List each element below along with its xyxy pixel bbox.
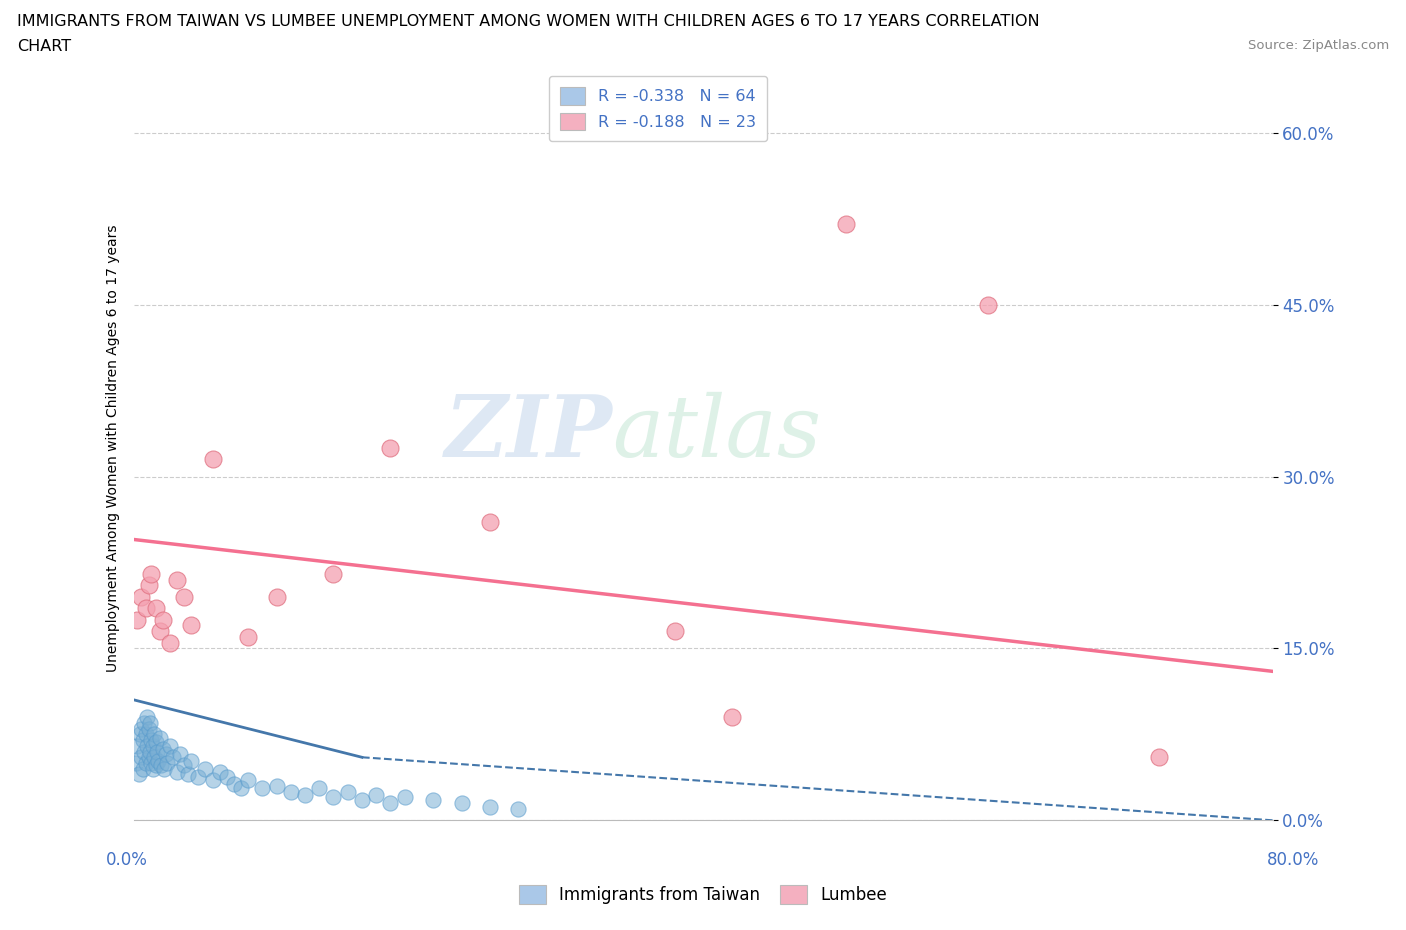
Text: Source: ZipAtlas.com: Source: ZipAtlas.com <box>1249 39 1389 52</box>
Point <box>236 630 259 644</box>
Point <box>1147 750 1170 764</box>
Point <box>149 730 172 745</box>
Point <box>721 710 744 724</box>
Point <box>129 727 152 742</box>
Point <box>977 298 1000 312</box>
Point <box>150 758 173 773</box>
Point <box>266 778 288 793</box>
Point <box>350 792 373 807</box>
Point <box>134 744 156 759</box>
Point <box>177 767 200 782</box>
Point <box>166 572 188 587</box>
Point <box>132 762 155 777</box>
Point <box>132 733 155 748</box>
Point <box>136 738 159 753</box>
Point <box>138 721 160 736</box>
Point <box>180 753 202 768</box>
Point <box>146 744 169 759</box>
Point <box>159 635 181 650</box>
Point <box>308 781 330 796</box>
Legend: Immigrants from Taiwan, Lumbee: Immigrants from Taiwan, Lumbee <box>510 877 896 912</box>
Point <box>135 601 157 616</box>
Point <box>142 762 165 777</box>
Point <box>422 792 444 807</box>
Text: 0.0%: 0.0% <box>105 851 148 869</box>
Point <box>145 758 167 773</box>
Point <box>664 624 686 639</box>
Point <box>159 738 181 753</box>
Point <box>141 566 163 581</box>
Point <box>136 710 159 724</box>
Point <box>135 755 157 770</box>
Point <box>131 750 153 764</box>
Point <box>166 764 188 779</box>
Text: CHART: CHART <box>17 39 70 54</box>
Y-axis label: Unemployment Among Women with Children Ages 6 to 17 years: Unemployment Among Women with Children A… <box>107 224 121 671</box>
Point <box>156 755 179 770</box>
Point <box>229 781 252 796</box>
Point <box>478 515 501 530</box>
Point <box>380 441 402 456</box>
Point <box>380 796 402 811</box>
Point <box>173 590 195 604</box>
Point <box>169 747 191 762</box>
Point <box>201 452 224 467</box>
Point <box>145 735 167 750</box>
Point <box>138 750 160 764</box>
Point <box>131 721 153 736</box>
Point <box>143 750 166 764</box>
Point <box>141 755 163 770</box>
Point <box>152 742 174 757</box>
Point <box>280 784 302 799</box>
Point <box>294 788 316 803</box>
Point <box>336 784 359 799</box>
Point <box>173 758 195 773</box>
Point <box>252 781 274 796</box>
Point <box>266 590 288 604</box>
Point <box>131 590 153 604</box>
Point <box>138 578 160 592</box>
Point <box>322 790 344 804</box>
Text: atlas: atlas <box>613 392 821 474</box>
Point <box>394 790 416 804</box>
Point <box>149 624 172 639</box>
Point <box>127 612 149 627</box>
Point <box>125 755 148 770</box>
Point <box>215 769 238 784</box>
Point <box>208 764 231 779</box>
Legend: R = -0.338   N = 64, R = -0.188   N = 23: R = -0.338 N = 64, R = -0.188 N = 23 <box>548 76 768 141</box>
Point <box>222 777 245 791</box>
Point <box>145 601 167 616</box>
Point <box>180 618 202 633</box>
Point <box>478 799 501 814</box>
Point <box>187 769 209 784</box>
Point <box>142 738 165 753</box>
Point <box>139 744 162 759</box>
Point <box>155 747 177 762</box>
Point <box>322 566 344 581</box>
Text: IMMIGRANTS FROM TAIWAN VS LUMBEE UNEMPLOYMENT AMONG WOMEN WITH CHILDREN AGES 6 T: IMMIGRANTS FROM TAIWAN VS LUMBEE UNEMPLO… <box>17 14 1039 29</box>
Point <box>236 773 259 788</box>
Text: ZIP: ZIP <box>444 392 613 474</box>
Point <box>162 750 184 764</box>
Point <box>135 727 157 742</box>
Point <box>834 217 856 232</box>
Point <box>143 727 166 742</box>
Point <box>450 796 472 811</box>
Point <box>128 767 150 782</box>
Point <box>134 715 156 730</box>
Point <box>194 762 217 777</box>
Point <box>152 612 174 627</box>
Point <box>148 753 170 768</box>
Point <box>141 733 163 748</box>
Point <box>201 773 224 788</box>
Point <box>153 762 176 777</box>
Point <box>366 788 388 803</box>
Point <box>139 715 162 730</box>
Point <box>127 738 149 753</box>
Point <box>508 802 530 817</box>
Text: 80.0%: 80.0% <box>1267 851 1319 869</box>
